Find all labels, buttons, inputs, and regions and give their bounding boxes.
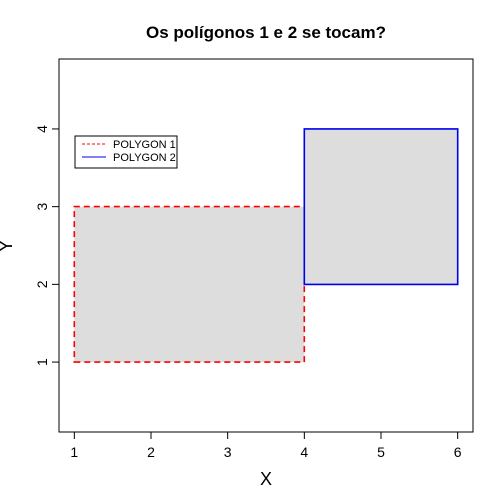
y-tick-label: 3 <box>34 203 50 211</box>
x-tick-label: 4 <box>300 444 308 460</box>
x-tick-label: 5 <box>377 444 385 460</box>
x-tick-label: 3 <box>224 444 232 460</box>
y-axis-label: Y <box>0 240 16 252</box>
y-axis: 1 2 3 4 <box>34 125 60 366</box>
x-tick-label: 1 <box>70 444 78 460</box>
legend-box <box>74 135 178 169</box>
legend-label-1: POLYGON 1 <box>113 139 176 151</box>
y-tick-label: 2 <box>34 280 50 288</box>
x-tick-label: 6 <box>454 444 462 460</box>
legend-label-2: POLYGON 2 <box>113 152 176 164</box>
x-axis: 1 2 3 4 5 6 <box>70 431 462 460</box>
polygon-1 <box>73 205 306 363</box>
polygon-layer <box>73 128 459 363</box>
x-tick-label: 2 <box>147 444 155 460</box>
x-axis-label: X <box>260 469 272 489</box>
y-tick-label: 4 <box>34 125 50 133</box>
chart-title: Os polígonos 1 e 2 se tocam? <box>146 23 386 42</box>
y-tick-label: 1 <box>34 358 50 366</box>
polygon-2 <box>303 128 459 286</box>
